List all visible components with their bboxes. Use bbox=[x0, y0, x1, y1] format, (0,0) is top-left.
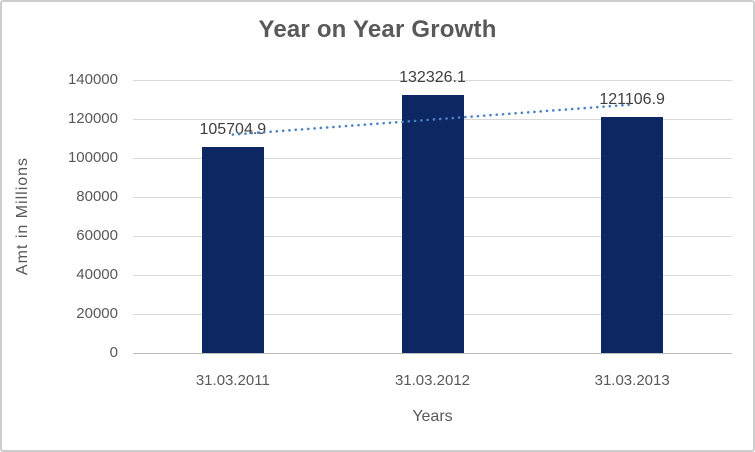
y-tick-label: 60000 bbox=[76, 227, 118, 244]
x-tick-label: 31.03.2012 bbox=[394, 372, 471, 389]
data-label: 132326.1 bbox=[399, 68, 466, 86]
bar-31.03.2012 bbox=[401, 94, 464, 353]
data-label: 121106.9 bbox=[599, 90, 665, 108]
y-axis-title-text: Amt in Millions bbox=[14, 156, 31, 276]
chart-title: Year on Year Growth bbox=[258, 16, 497, 43]
y-tick-label: 40000 bbox=[76, 266, 118, 283]
y-tick-label: 0 bbox=[109, 344, 118, 361]
y-tick-label: 100000 bbox=[67, 149, 118, 166]
bar-31.03.2013 bbox=[601, 116, 664, 353]
y-tick-label: 20000 bbox=[76, 305, 118, 322]
x-axis-line bbox=[133, 352, 732, 354]
y-tick-label: 120000 bbox=[67, 110, 118, 127]
y-tick-label: 80000 bbox=[76, 188, 118, 205]
data-label: 105704.9 bbox=[199, 120, 267, 138]
y-tick-label: 140000 bbox=[67, 71, 118, 88]
x-axis-title: Years bbox=[412, 408, 453, 425]
gridline bbox=[133, 79, 732, 81]
x-tick-label: 31.03.2011 bbox=[195, 372, 270, 389]
x-tick-label: 31.03.2013 bbox=[594, 372, 670, 389]
bar-31.03.2011 bbox=[201, 146, 264, 353]
